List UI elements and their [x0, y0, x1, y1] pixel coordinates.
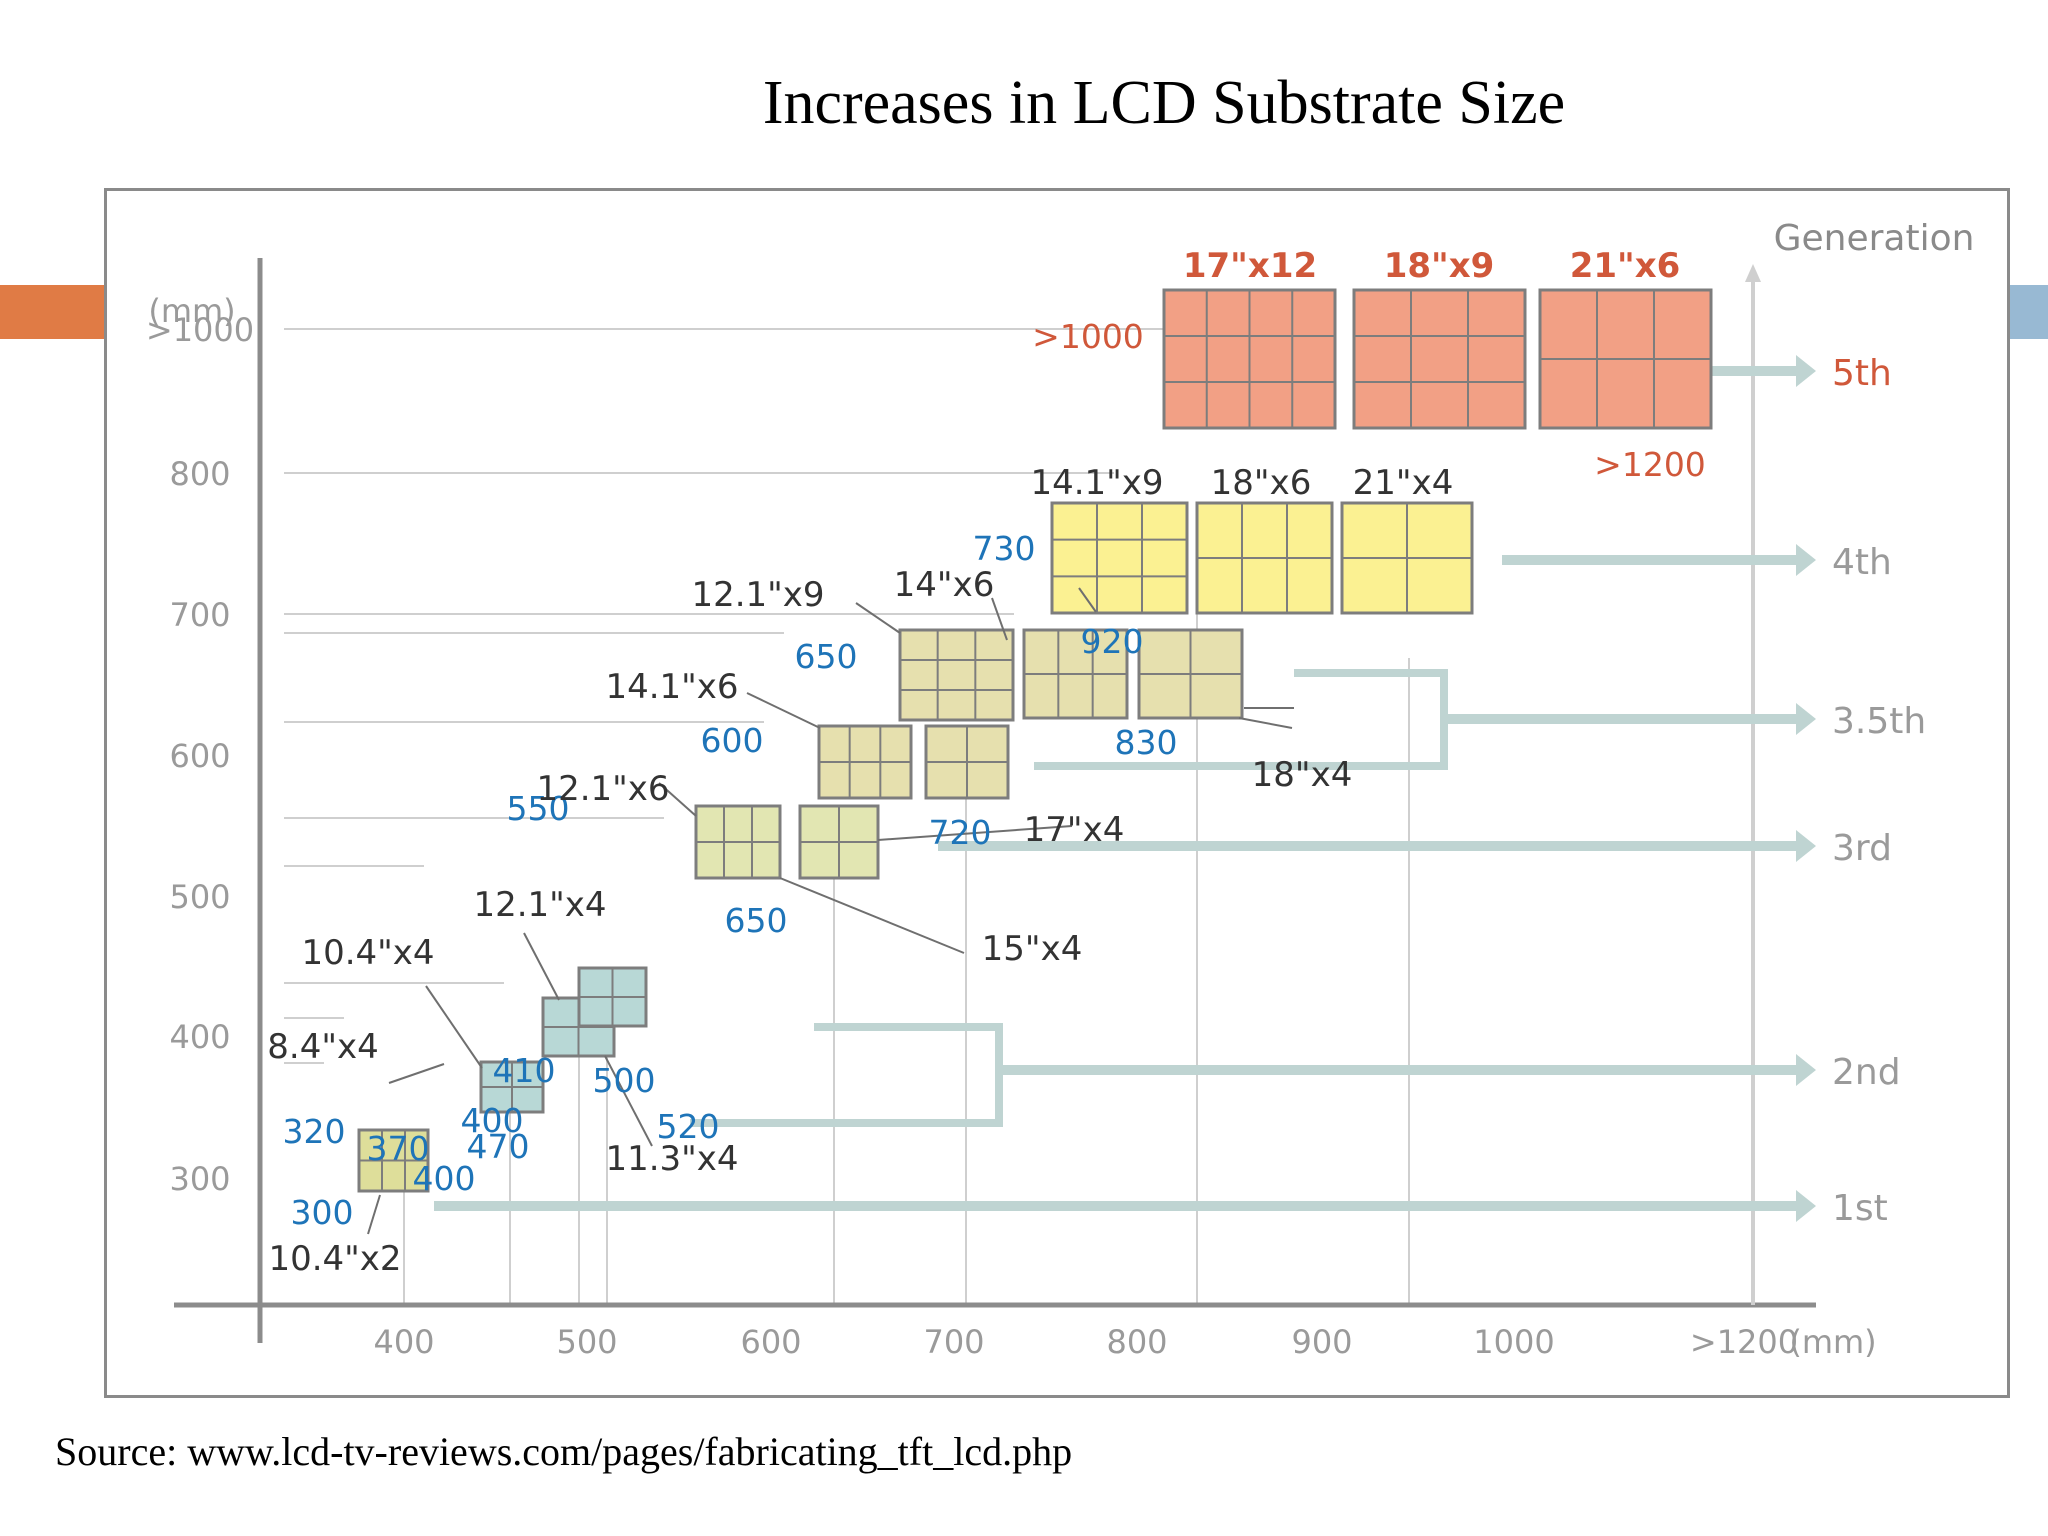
panel-label-1: 10.4"x2	[268, 1239, 401, 1279]
dimension-label-blue-5: 400	[461, 1101, 524, 1140]
x-tick-label-6: 1000	[1473, 1323, 1554, 1361]
panel-label-11: 18"x4	[1252, 755, 1353, 795]
panel-label-3: 12.1"x4	[473, 885, 606, 925]
leader-line-3	[523, 932, 560, 1001]
y-tick-label-1: 400	[169, 1018, 230, 1056]
leader-line-9	[855, 602, 901, 634]
generation-label-5: 5th	[1832, 353, 1892, 394]
dimension-label-blue-15: 730	[973, 529, 1036, 568]
generation-label-3: 3.5th	[1832, 701, 1926, 742]
dimension-label-blue-6: 410	[493, 1051, 556, 1090]
y-tick-label-3: 600	[169, 737, 230, 775]
panel-label-5: 12.1"x6	[536, 769, 669, 809]
x-tick-label-2: 600	[740, 1323, 801, 1361]
generation-label-1: 2nd	[1832, 1052, 1901, 1093]
generation-label-0: 1st	[1832, 1188, 1888, 1229]
panel-label-6: 15"x4	[982, 929, 1083, 969]
leader-line-12	[991, 597, 1008, 641]
generation-arrowhead-5	[1796, 355, 1816, 387]
dimension-label-blue-2: 400	[413, 1159, 476, 1198]
dimension-label-blue-16: 920	[1081, 622, 1144, 661]
y-tick-label-4: 700	[169, 596, 230, 634]
dimension-label-blue-3: 370	[367, 1129, 430, 1168]
dimension-label-blue-13: 650	[725, 901, 788, 940]
leader-line-13	[1238, 717, 1293, 729]
substrate-size-chart: 300 400 500 600 700 800 >1000 400 500 600 700 800 90…	[146, 218, 1975, 1361]
dimension-label-red-1: >1200	[1594, 445, 1706, 484]
generation-axis-arrowhead	[1745, 264, 1761, 282]
x-tick-label-4: 800	[1106, 1323, 1167, 1361]
generation-label-4: 4th	[1832, 542, 1892, 583]
x-tick-label-1: 500	[556, 1323, 617, 1361]
panel-label-10: 14"x6	[894, 565, 995, 605]
x-tick-label-0: 400	[373, 1323, 434, 1361]
y-tick-label-0: 300	[169, 1160, 230, 1198]
dimension-label-blue-4: 470	[467, 1127, 530, 1166]
panel-label-0: 8.4"x4	[267, 1027, 378, 1067]
leader-line-5	[658, 782, 697, 817]
panel-label-2: 10.4"x4	[301, 933, 434, 973]
dimension-label-blue-8: 520	[657, 1107, 720, 1146]
generation-arrowhead-0	[1796, 1190, 1816, 1222]
dimension-label-blue-7: 500	[593, 1061, 656, 1100]
panel-label-15: 17"x12	[1183, 246, 1317, 286]
leader-line-0	[367, 1194, 381, 1235]
generation-arrowhead-2	[1796, 830, 1816, 862]
generation-arrowhead-4	[1796, 544, 1816, 576]
panel-label-13: 18"x6	[1211, 463, 1312, 503]
dimension-label-blue-0: 320	[283, 1112, 346, 1151]
decor-bar-right	[2010, 285, 2048, 339]
dimension-label-blue-10: 650	[795, 637, 858, 676]
dimension-label-blue-12: 720	[929, 813, 992, 852]
substrate-box-8	[898, 628, 1015, 722]
y-tick-label-2: 500	[169, 878, 230, 916]
x-tick-label-5: 900	[1291, 1323, 1352, 1361]
panel-label-17: 21"x6	[1570, 246, 1681, 286]
generation-header: Generation	[1774, 218, 1975, 259]
slide-title: Increases in LCD Substrate Size	[762, 69, 1566, 137]
substrate-box-15	[1352, 288, 1527, 430]
substrate-box-11	[1050, 501, 1189, 615]
leader-line-10	[1078, 587, 1097, 613]
decor-bar-left	[0, 285, 104, 339]
panel-label-4: 11.3"x4	[605, 1139, 738, 1179]
x-tick-label-3: 700	[923, 1323, 984, 1361]
dimension-label-blue-14: 830	[1115, 723, 1178, 762]
leader-line-7	[746, 692, 821, 729]
panel-label-14: 21"x4	[1353, 463, 1454, 503]
x-tick-label-7: >1200	[1690, 1323, 1798, 1361]
gen2-bracket	[690, 1023, 1003, 1127]
y-unit-label: (mm)	[148, 292, 235, 330]
leader-line-8	[877, 825, 1073, 841]
generation-label-2: 3rd	[1832, 828, 1892, 869]
x-unit-label: (mm)	[1789, 1323, 1876, 1361]
panel-label-12: 14.1"x9	[1030, 463, 1163, 503]
dimension-label-blue-9: 550	[507, 789, 570, 828]
source-citation: Source: www.lcd-tv-reviews.com/pages/fab…	[55, 1429, 1073, 1474]
leader-line-1	[388, 1063, 445, 1084]
dimension-label-blue-11: 600	[701, 721, 764, 760]
panel-label-8: 17"x4	[1024, 810, 1125, 850]
panel-label-9: 12.1"x9	[691, 575, 824, 615]
generation-arrowhead-1	[1796, 1054, 1816, 1086]
panel-label-7: 14.1"x6	[605, 667, 738, 707]
leader-line-2	[425, 985, 483, 1069]
generation-arrowhead-3	[1796, 703, 1816, 735]
leader-line-6	[779, 877, 965, 954]
leader-line-4	[604, 1055, 653, 1147]
gen35-bracket	[1034, 669, 1448, 770]
y-tick-label-6: >1000	[146, 311, 254, 349]
dimension-label-red-0: >1000	[1032, 317, 1144, 356]
y-tick-label-5: 800	[169, 455, 230, 493]
dimension-label-blue-1: 300	[291, 1193, 354, 1232]
panel-label-16: 18"x9	[1384, 246, 1495, 286]
